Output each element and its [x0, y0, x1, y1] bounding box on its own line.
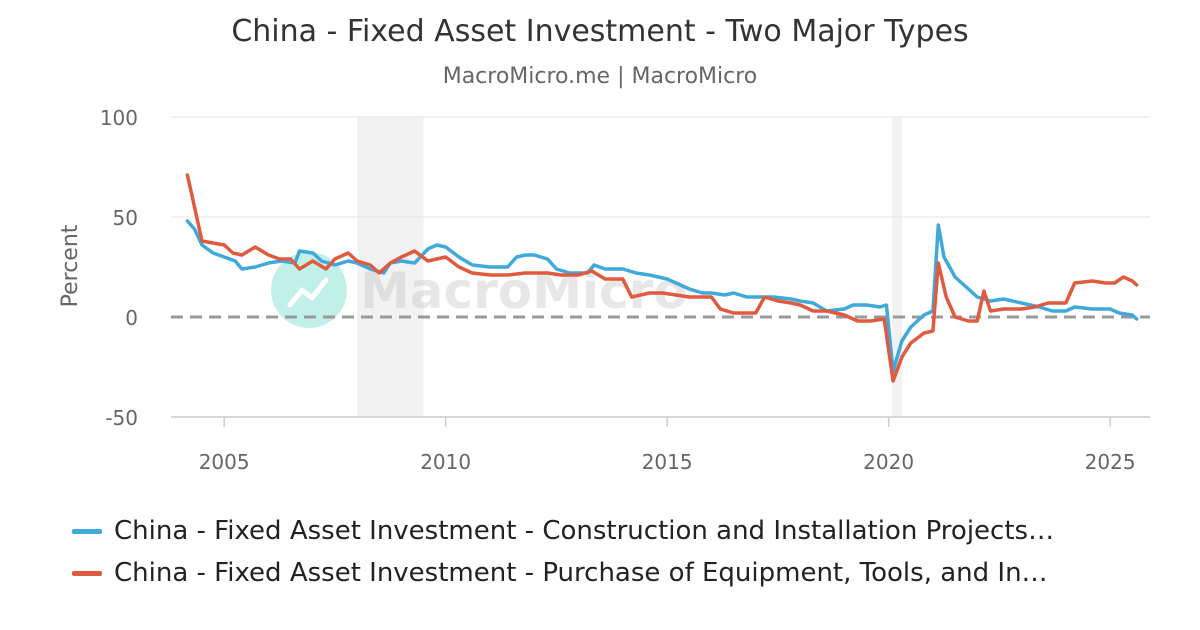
x-tick-label-2015: 2015: [642, 450, 693, 474]
chart-title: China - Fixed Asset Investment - Two Maj…: [231, 14, 969, 49]
gridlines: [171, 116, 1150, 418]
legend-swatch-equipment: [72, 570, 102, 576]
y-tick-label-0: 0: [125, 306, 138, 330]
legend-item-equipment[interactable]: China - Fixed Asset Investment - Purchas…: [72, 552, 1172, 594]
y-tick-label-50: 50: [113, 206, 138, 230]
watermark-logo-icon: [271, 252, 347, 328]
shaded-period-1: [892, 117, 902, 417]
watermark-logo-chart-icon: [287, 277, 329, 308]
chart-subtitle: MacroMicro.me | MacroMicro: [442, 64, 758, 89]
legend-item-construction[interactable]: China - Fixed Asset Investment - Constru…: [72, 510, 1172, 552]
legend-swatch-construction: [72, 528, 102, 534]
y-axis: 100 50 0 -50: [100, 106, 138, 430]
legend: China - Fixed Asset Investment - Constru…: [72, 510, 1172, 594]
legend-label-equipment: China - Fixed Asset Investment - Purchas…: [114, 558, 1048, 588]
x-tick-label-2005: 2005: [199, 450, 250, 474]
y-tick-label--50: -50: [105, 406, 138, 430]
x-axis: 2005 2010 2015 2020 2025: [199, 417, 1136, 474]
series-line-1: [185, 173, 1139, 383]
series-lines: [185, 173, 1139, 383]
y-axis-label: Percent: [58, 224, 83, 307]
watermark-text: MacroMicro: [360, 262, 688, 320]
y-tick-label-100: 100: [100, 106, 138, 130]
legend-label-construction: China - Fixed Asset Investment - Constru…: [114, 516, 1055, 546]
x-tick-label-2020: 2020: [863, 450, 914, 474]
x-tick-label-2025: 2025: [1085, 450, 1136, 474]
chart-plot: MacroMicro 100 50 0 -50 2005 2010 2015 2020 202…: [58, 106, 1150, 474]
x-tick-label-2010: 2010: [420, 450, 471, 474]
